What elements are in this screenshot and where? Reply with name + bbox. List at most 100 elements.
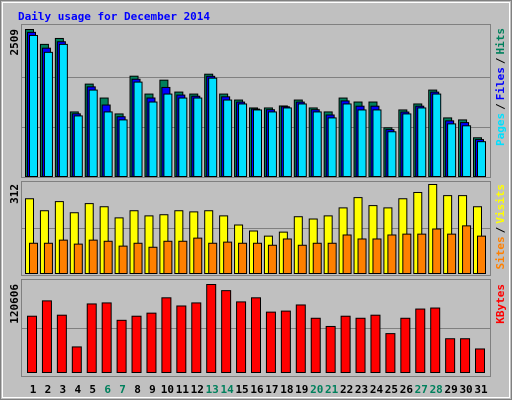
bar <box>88 239 98 274</box>
bar <box>430 307 441 374</box>
x-tick-label: 27 <box>415 383 428 396</box>
bar <box>432 93 442 177</box>
bar <box>342 103 352 177</box>
bar <box>208 77 218 177</box>
bar <box>191 302 202 373</box>
bar <box>432 228 442 274</box>
legend-separator: / <box>494 57 507 64</box>
x-tick-label: 29 <box>445 383 458 396</box>
bar <box>118 245 128 275</box>
bar <box>221 290 232 373</box>
y-tick-label: 312 <box>8 184 21 204</box>
x-tick-label: 25 <box>385 383 398 396</box>
x-tick-label: 17 <box>265 383 278 396</box>
bar <box>462 125 472 178</box>
bar <box>223 99 233 177</box>
bar <box>325 325 336 374</box>
x-tick-label: 22 <box>340 383 353 396</box>
bar <box>385 333 396 374</box>
x-tick-label: 1 <box>30 383 37 396</box>
x-tick-label: 26 <box>400 383 414 396</box>
legend-entry: Files <box>494 67 507 100</box>
bar <box>103 111 113 177</box>
x-tick-label: 23 <box>355 383 368 396</box>
bar <box>265 311 276 373</box>
bar <box>146 312 157 374</box>
bar <box>178 240 188 274</box>
bar <box>133 242 143 274</box>
x-tick-label: 30 <box>459 383 472 396</box>
x-tick-label: 3 <box>60 383 67 396</box>
bar <box>43 51 53 177</box>
bar <box>73 243 83 275</box>
bar <box>445 338 456 374</box>
bar <box>88 89 98 177</box>
bar <box>41 300 52 374</box>
bar <box>223 241 233 274</box>
x-tick-label: 4 <box>74 383 81 396</box>
bar <box>148 101 158 177</box>
bar <box>372 238 382 275</box>
legend-entry: Hits <box>494 28 507 55</box>
bar <box>282 107 292 177</box>
x-tick-label: 21 <box>325 383 339 396</box>
bar <box>267 111 277 177</box>
bar <box>282 238 292 275</box>
x-tick-label: 12 <box>191 383 204 396</box>
bar <box>372 109 382 177</box>
bar <box>402 233 412 274</box>
bar <box>206 284 217 373</box>
bar <box>280 310 291 374</box>
bar <box>208 242 218 274</box>
bar <box>415 308 426 373</box>
bar <box>460 338 471 374</box>
bar <box>357 238 367 275</box>
bar <box>193 97 203 177</box>
bar <box>27 315 37 373</box>
bar <box>58 239 68 274</box>
bar <box>161 297 172 373</box>
bar <box>417 107 427 177</box>
legend: Sites / Visits <box>494 184 507 270</box>
bar <box>148 246 158 274</box>
bar <box>310 317 321 373</box>
bar <box>71 346 82 373</box>
bar <box>267 244 277 274</box>
legend-entry: Pages <box>494 113 507 146</box>
bar <box>417 233 427 274</box>
x-tick-label: 9 <box>149 383 156 396</box>
bar <box>178 97 188 177</box>
bar <box>253 109 262 177</box>
chart-title: Daily usage for December 2014 <box>18 10 210 23</box>
bar <box>475 348 485 373</box>
bar <box>131 315 142 373</box>
bar <box>29 34 38 177</box>
bar <box>312 111 322 177</box>
x-tick-label: 31 <box>474 383 488 396</box>
x-tick-label: 18 <box>280 383 293 396</box>
bar <box>163 240 173 274</box>
x-tick-label: 24 <box>370 383 384 396</box>
bar <box>101 302 112 373</box>
bar <box>118 119 128 177</box>
legend-entry: Visits <box>494 184 507 224</box>
x-tick-label: 19 <box>295 383 308 396</box>
bar <box>370 314 381 374</box>
bar <box>58 43 68 178</box>
x-tick-label: 28 <box>430 383 443 396</box>
bar <box>193 237 203 274</box>
bar <box>447 233 457 274</box>
bar <box>342 234 352 275</box>
x-tick-label: 5 <box>89 383 96 396</box>
bar <box>73 115 83 177</box>
bar <box>387 234 397 275</box>
x-tick-label: 6 <box>104 383 111 396</box>
legend: KBytes <box>494 284 507 324</box>
bar <box>327 242 337 274</box>
y-tick-label: 2509 <box>8 29 21 56</box>
legend-separator: / <box>494 103 507 110</box>
bar <box>163 93 173 177</box>
bar <box>357 109 367 177</box>
